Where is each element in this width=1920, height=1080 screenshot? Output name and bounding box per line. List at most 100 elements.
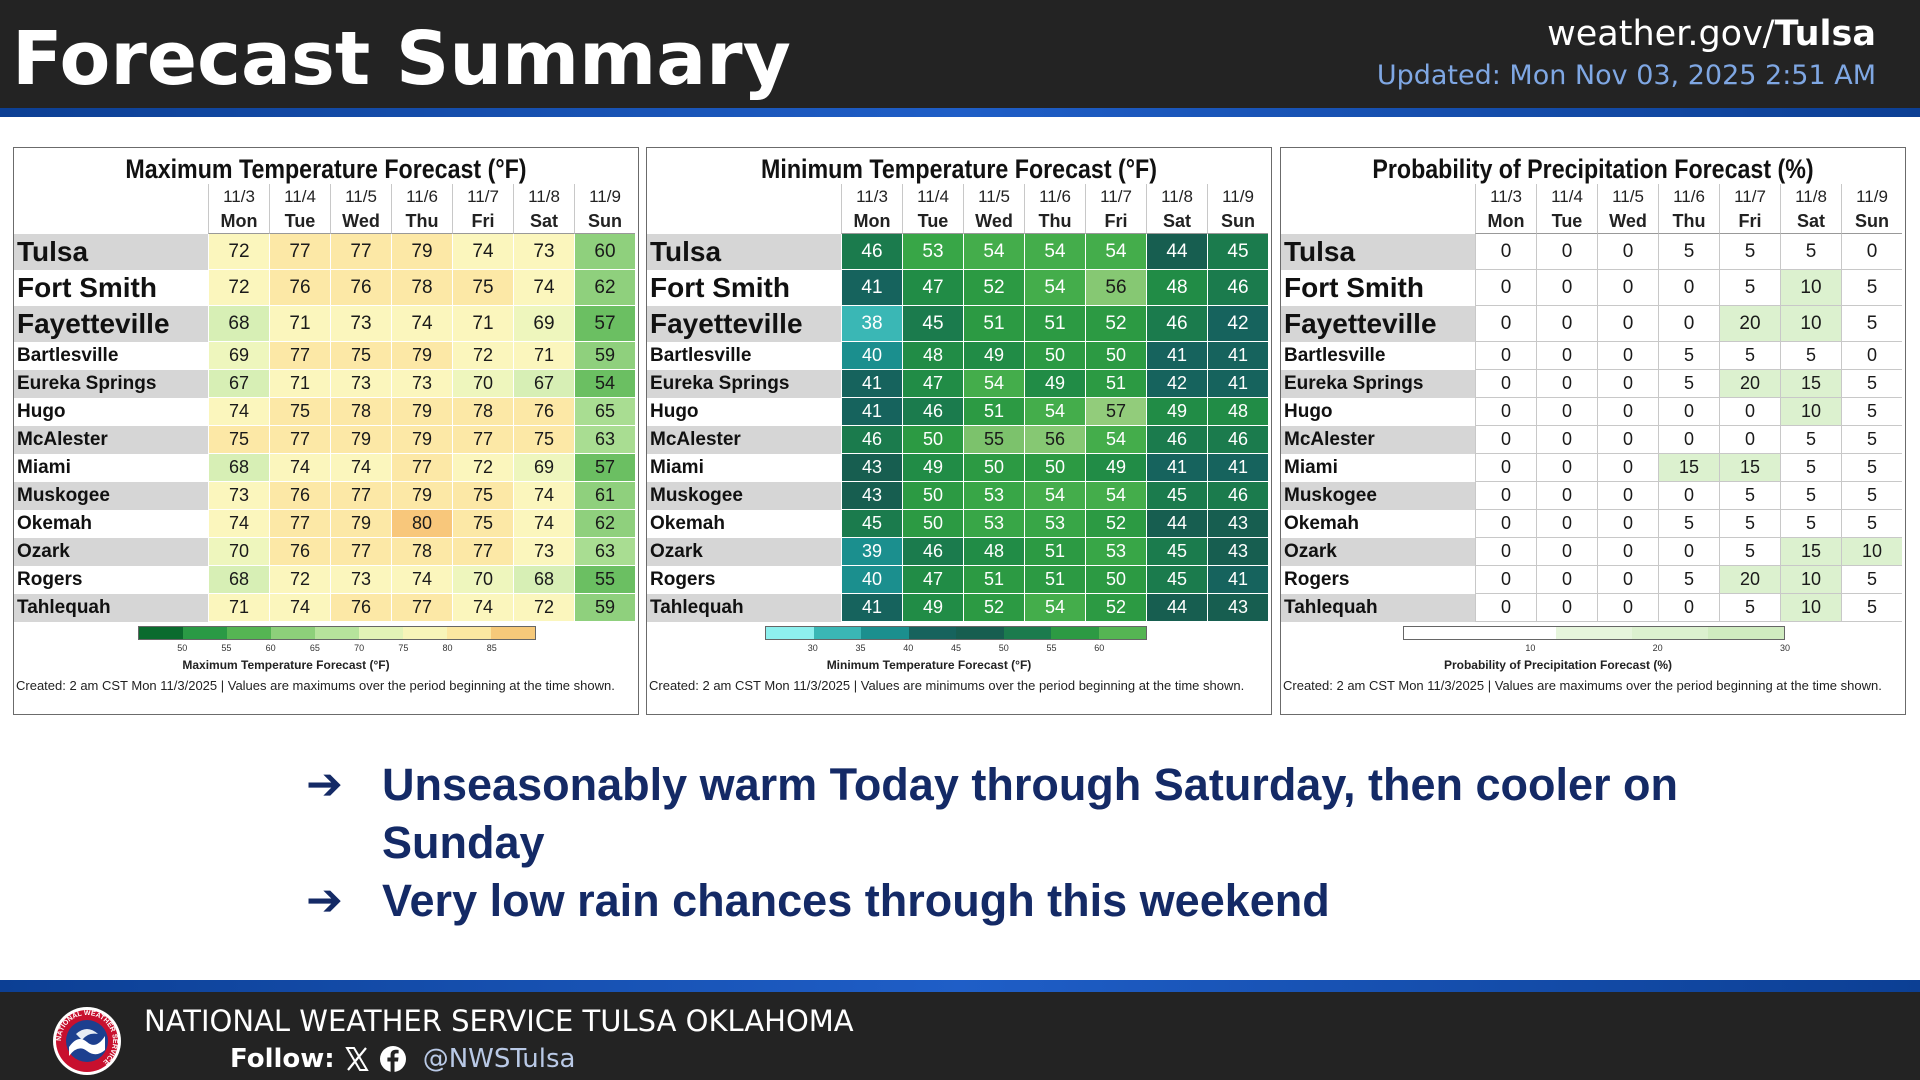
forecast-cell: 20 — [1719, 566, 1780, 594]
facebook-icon[interactable] — [379, 1045, 407, 1073]
forecast-cell: 49 — [902, 594, 963, 622]
table-row: Miami 68 74 74 77 72 69 57 — [14, 454, 635, 482]
forecast-cell: 68 — [208, 454, 269, 482]
social-follow: Follow: @NWSTulsa — [230, 1044, 575, 1074]
social-handle[interactable]: @NWSTulsa — [422, 1044, 576, 1074]
forecast-cell: 5 — [1841, 510, 1902, 538]
city-name: Okemah — [17, 513, 92, 534]
forecast-cell: 74 — [513, 510, 574, 538]
forecast-cell: 74 — [391, 566, 452, 594]
legend-swatch — [766, 627, 814, 639]
table-row: Miami 43 49 50 50 49 41 41 — [647, 454, 1268, 482]
city-name: Tahlequah — [1281, 594, 1475, 622]
forecast-cell: 54 — [1085, 234, 1146, 270]
table-row: Fayetteville 68 71 73 74 71 69 57 — [14, 306, 635, 342]
day-header: Sat — [513, 209, 574, 234]
table-row: Tahlequah 0 0 0 0 5 10 5 — [1281, 594, 1902, 622]
forecast-cell: 51 — [1024, 306, 1085, 342]
max-temp-footer: Created: 2 am CST Mon 11/3/2025 | Values… — [16, 678, 615, 693]
table-row: Ozark 39 46 48 51 53 45 43 — [647, 538, 1268, 566]
forecast-cell: 0 — [1475, 566, 1536, 594]
forecast-cell: 76 — [269, 538, 330, 566]
forecast-cell: 0 — [1536, 426, 1597, 454]
forecast-cell: 77 — [269, 342, 330, 370]
forecast-cell: 70 — [452, 566, 513, 594]
bullet-text: Unseasonably warm Today through Saturday… — [382, 759, 1679, 868]
max-temp-panel: Maximum Temperature Forecast (°F) 11/3 11… — [13, 147, 639, 715]
max-temp-title: Maximum Temperature Forecast (°F) — [125, 154, 527, 184]
table-row: Ozark 0 0 0 0 5 15 10 — [1281, 538, 1902, 566]
forecast-cell: 48 — [963, 538, 1024, 566]
forecast-cell: 53 — [963, 510, 1024, 538]
forecast-cell: 69 — [513, 306, 574, 342]
forecast-cell: 51 — [963, 398, 1024, 426]
forecast-cell: 0 — [1536, 566, 1597, 594]
city-name: Tahlequah — [647, 594, 841, 622]
legend-swatch — [813, 627, 861, 639]
legend-swatch — [403, 627, 447, 639]
forecast-cell: 51 — [1085, 370, 1146, 398]
city-name: Bartlesville — [17, 345, 119, 366]
header-spacer — [647, 209, 841, 234]
forecast-cell: 41 — [1207, 454, 1268, 482]
forecast-cell: 0 — [1719, 398, 1780, 426]
day-header: Wed — [963, 209, 1024, 234]
forecast-cell: 78 — [452, 398, 513, 426]
header-spacer — [14, 184, 208, 209]
forecast-cell: 72 — [269, 566, 330, 594]
forecast-cell: 70 — [208, 538, 269, 566]
forecast-cell: 45 — [1146, 482, 1207, 510]
forecast-cell: 77 — [269, 426, 330, 454]
legend-swatch — [1480, 627, 1556, 639]
forecast-cell: 54 — [1024, 482, 1085, 510]
forecast-cell: 46 — [1207, 426, 1268, 454]
city-name: Muskogee — [1281, 482, 1475, 510]
forecast-cell: 5 — [1841, 270, 1902, 306]
forecast-cell: 74 — [513, 482, 574, 510]
forecast-cell: 69 — [513, 454, 574, 482]
forecast-cell: 0 — [1475, 398, 1536, 426]
forecast-cell: 5 — [1780, 454, 1841, 482]
min-temp-table: 11/3 11/4 11/5 11/6 11/7 11/8 11/9 Mon Tue Wed Thu… — [647, 184, 1268, 622]
table-row: Fayetteville 38 45 51 51 52 46 42 — [647, 306, 1268, 342]
forecast-cell: 0 — [1658, 538, 1719, 566]
forecast-cell: 50 — [902, 426, 963, 454]
table-row: Bartlesville 69 77 75 79 72 71 59 — [14, 342, 635, 370]
pop-legend-ticks: 10 20 30 — [1403, 643, 1790, 655]
forecast-cell: 57 — [1085, 398, 1146, 426]
forecast-cell: 75 — [452, 510, 513, 538]
legend-tick: 40 — [903, 643, 914, 653]
forecast-cell: 44 — [1146, 234, 1207, 270]
forecast-cell: 0 — [1536, 538, 1597, 566]
city-name: Tulsa — [647, 234, 841, 270]
forecast-cell: 59 — [574, 594, 635, 622]
day-header: Tue — [269, 209, 330, 234]
forecast-cell: 52 — [1085, 306, 1146, 342]
table-row: Hugo 41 46 51 54 57 49 48 — [647, 398, 1268, 426]
forecast-cell: 45 — [1146, 566, 1207, 594]
city-name: Fort Smith — [17, 272, 157, 303]
forecast-cell: 5 — [1658, 234, 1719, 270]
forecast-cell: 54 — [1024, 594, 1085, 622]
forecast-cell: 68 — [208, 566, 269, 594]
forecast-cell: 54 — [1024, 234, 1085, 270]
forecast-cell: 50 — [902, 482, 963, 510]
forecast-cell: 45 — [1146, 538, 1207, 566]
city-name: McAlester — [1281, 426, 1475, 454]
x-twitter-icon[interactable] — [343, 1045, 371, 1073]
day-header: Wed — [330, 209, 391, 234]
table-row: Muskogee 43 50 53 54 54 45 46 — [647, 482, 1268, 510]
city-name: Muskogee — [14, 482, 208, 510]
legend-tick: 55 — [221, 643, 232, 653]
header-bar — [0, 0, 1920, 108]
forecast-cell: 76 — [513, 398, 574, 426]
forecast-cell: 80 — [391, 510, 452, 538]
legend-tick: 60 — [1094, 643, 1105, 653]
forecast-cell: 59 — [574, 342, 635, 370]
legend-tick: 75 — [398, 643, 409, 653]
forecast-cell: 49 — [1146, 398, 1207, 426]
forecast-cell: 48 — [902, 342, 963, 370]
site-link[interactable]: weather.gov/Tulsa — [1547, 14, 1876, 54]
city-name: Fort Smith — [1284, 272, 1424, 303]
forecast-cell: 5 — [1658, 566, 1719, 594]
